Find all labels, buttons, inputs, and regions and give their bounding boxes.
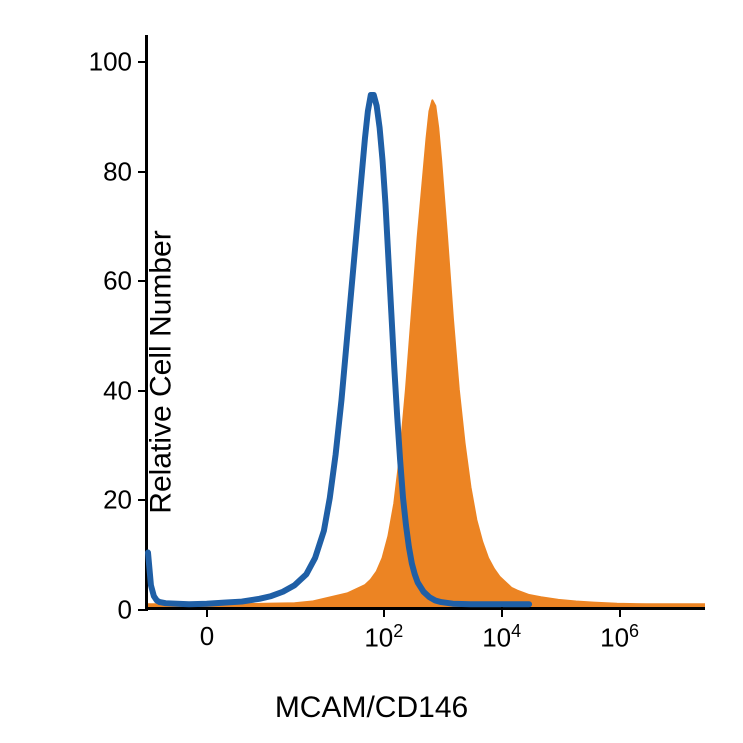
y-tick: [138, 390, 148, 392]
x-tick-label: 104: [482, 621, 521, 654]
x-tick: [619, 607, 621, 617]
x-tick-label: 102: [364, 621, 403, 654]
y-tick: [138, 609, 148, 611]
plot-area: 0204060801000102104106: [145, 35, 705, 610]
filled-histogram-fill: [148, 100, 705, 607]
y-tick: [138, 171, 148, 173]
y-tick-label: 100: [89, 47, 132, 78]
y-tick: [138, 61, 148, 63]
y-tick-label: 0: [118, 595, 132, 626]
y-tick-label: 60: [103, 266, 132, 297]
x-tick: [383, 607, 385, 617]
x-tick: [206, 607, 208, 617]
histogram-curves: [148, 35, 705, 607]
y-tick-label: 20: [103, 485, 132, 516]
x-axis-label: MCAM/CD146: [275, 691, 468, 725]
x-tick-label: 0: [200, 621, 214, 652]
y-tick: [138, 280, 148, 282]
flow-cytometry-histogram: Relative Cell Number MCAM/CD146 02040608…: [0, 0, 743, 743]
y-tick-label: 80: [103, 156, 132, 187]
y-tick-label: 40: [103, 375, 132, 406]
x-tick-label: 106: [600, 621, 639, 654]
x-tick: [501, 607, 503, 617]
y-tick: [138, 499, 148, 501]
